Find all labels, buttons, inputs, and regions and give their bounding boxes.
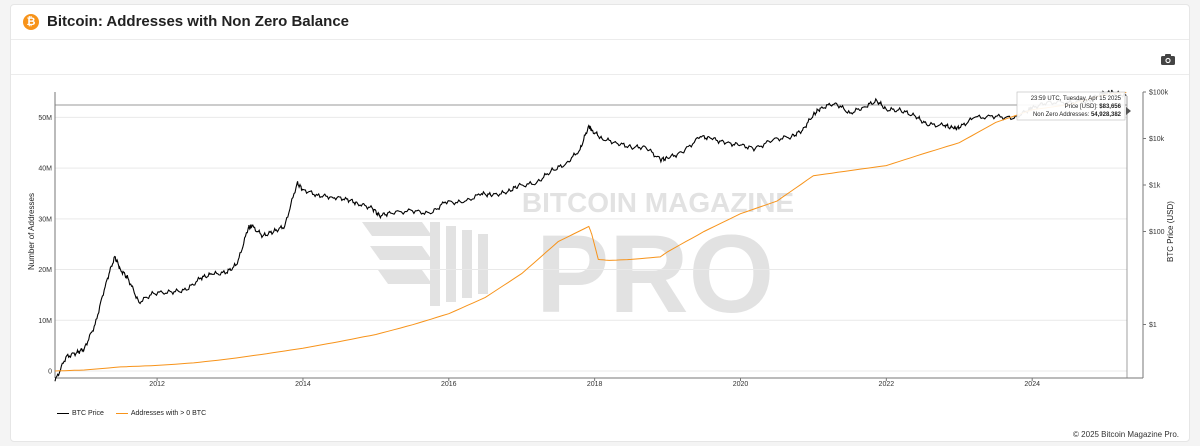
tooltip-addresses: Non Zero Addresses: 54,928,382 (1033, 112, 1122, 118)
y2-tick-label: $100k (1149, 90, 1169, 97)
legend-item-btc-price[interactable]: BTC Price (57, 410, 104, 417)
series-line-btc-price (54, 89, 1127, 382)
x-tick-label: 2018 (587, 381, 603, 388)
tooltip-pointer (1126, 107, 1131, 115)
y-axis-title: Number of Addresses (27, 193, 36, 270)
y-tick-label: 20M (38, 267, 52, 274)
y-tick-label: 0 (48, 369, 52, 376)
chart-title: Bitcoin: Addresses with Non Zero Balance (47, 13, 349, 30)
x-tick-label: 2020 (733, 381, 749, 388)
watermark-logo-bar (446, 226, 456, 302)
tooltip-time: 23:59 UTC, Tuesday, Apr 15 2025 (1031, 96, 1122, 102)
y2-tick-label: $100 (1149, 229, 1165, 236)
y2-tick-label: $1k (1149, 183, 1161, 190)
y-tick-label: 30M (38, 216, 52, 223)
watermark-logo-stripe (370, 246, 432, 260)
x-tick-label: 2016 (441, 381, 457, 388)
y-tick-label: 10M (38, 318, 52, 325)
chart-header: ₿ Bitcoin: Addresses with Non Zero Balan… (11, 5, 1189, 40)
copyright-text: © 2025 Bitcoin Magazine Pro. (1073, 430, 1179, 439)
y-tick-label: 50M (38, 115, 52, 122)
x-tick-label: 2014 (295, 381, 311, 388)
y2-axis-title: BTC Price (USD) (1166, 201, 1175, 262)
watermark-text-2: PRO (536, 213, 774, 336)
chart-card: ₿ Bitcoin: Addresses with Non Zero Balan… (10, 4, 1190, 442)
series-line-addresses (54, 91, 1127, 372)
y-tick-label: 40M (38, 166, 52, 173)
axes: 0 10M 20M 30M 40M 50M 2012 2014 2016 2018 2020 2022… (27, 90, 1175, 389)
watermark-logo-bar (430, 222, 440, 306)
gridlines (55, 116, 1127, 372)
legend-label-addresses: Addresses with > 0 BTC (130, 410, 207, 417)
legend-swatch-btc-price (57, 413, 69, 414)
tooltip-box (1016, 91, 1126, 121)
tooltip-price: Price [USD]: $83,656 (1065, 104, 1122, 110)
watermark-logo-bar (462, 230, 472, 298)
chart-legend: BTC Price Addresses with > 0 BTC (57, 409, 216, 417)
series-lines (54, 89, 1127, 382)
x-tick-label: 2012 (149, 381, 165, 388)
hover-tooltip: 23:59 UTC, Tuesday, Apr 15 2025 Price [US… (1016, 91, 1131, 121)
watermark-logo-stripe (362, 222, 432, 236)
watermark-logo-stripe (378, 270, 432, 284)
camera-icon[interactable] (1161, 54, 1175, 65)
legend-label-btc-price: BTC Price (72, 410, 104, 417)
legend-item-addresses[interactable]: Addresses with > 0 BTC (115, 410, 207, 417)
x-tick-label: 2024 (1024, 381, 1040, 388)
watermark-text-1: BITCOIN MAGAZINE (522, 187, 794, 218)
x-tick-label: 2022 (879, 381, 895, 388)
y2-tick-label: $1 (1149, 322, 1157, 329)
y2-tick-label: $10k (1149, 136, 1165, 143)
bitcoin-logo-icon: ₿ (23, 14, 39, 30)
chart-toolbar (11, 40, 1189, 75)
watermark-logo-bar (478, 234, 488, 294)
legend-swatch-addresses (115, 413, 128, 414)
